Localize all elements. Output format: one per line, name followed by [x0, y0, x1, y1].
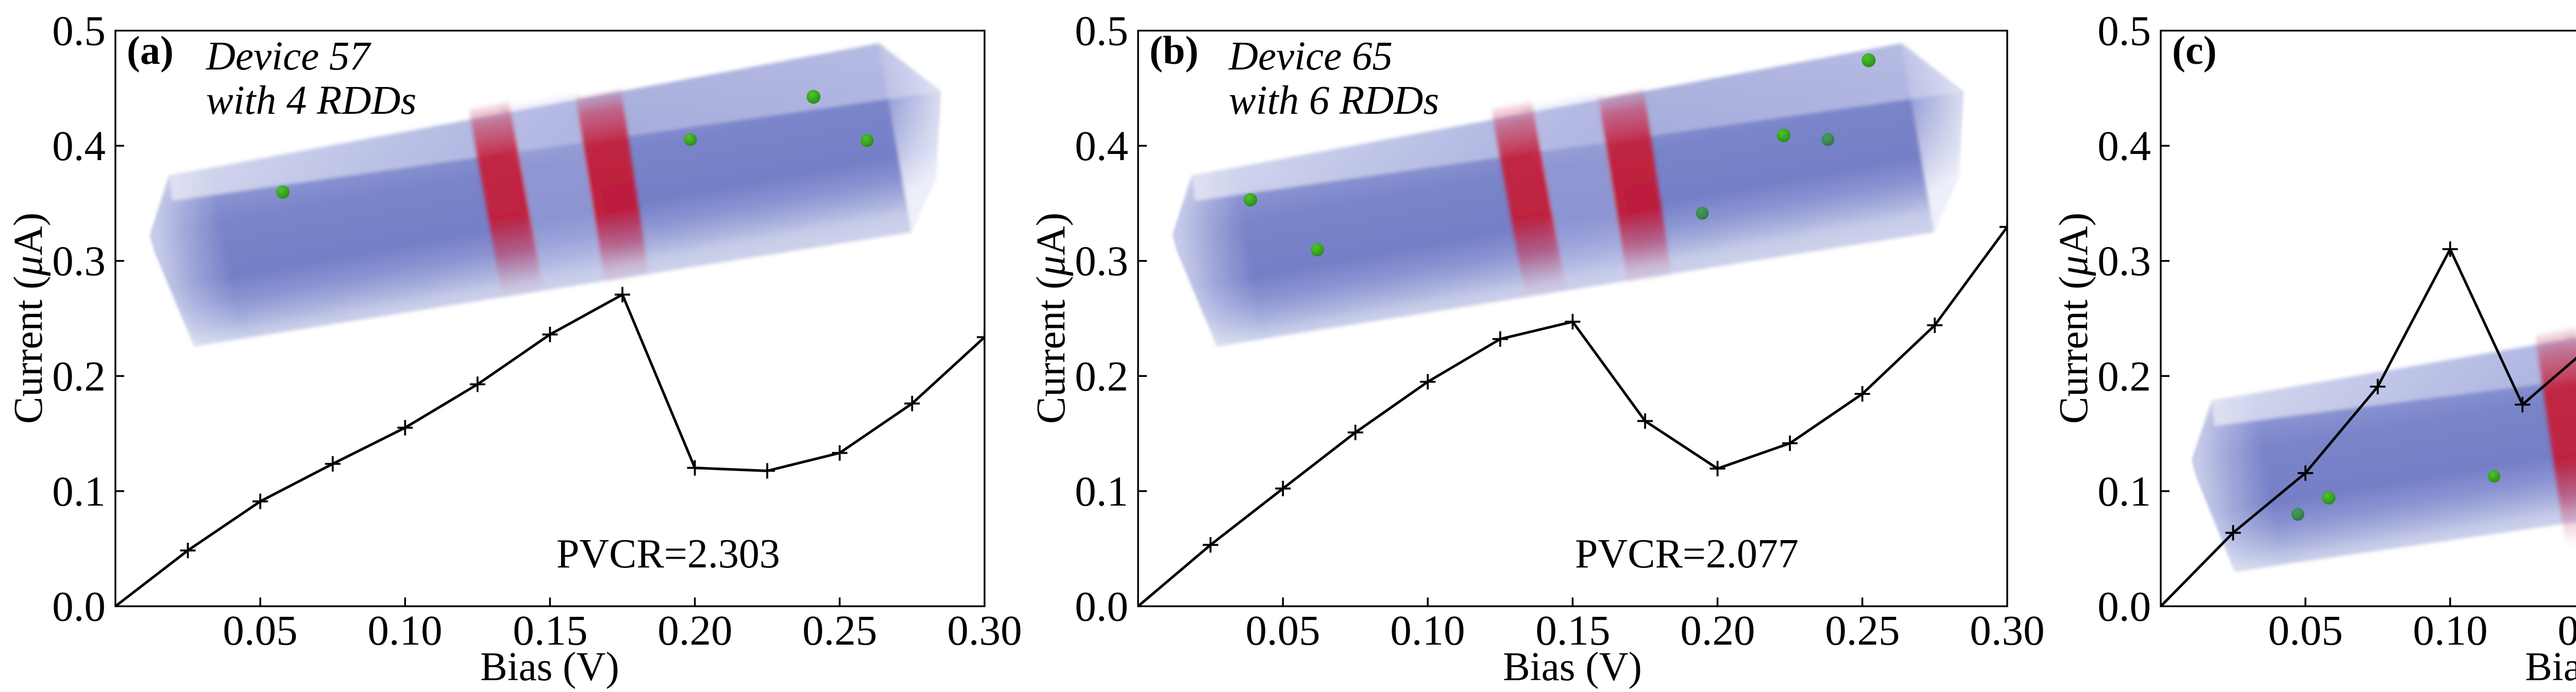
svg-text:0.0: 0.0: [1075, 583, 1128, 630]
svg-text:with 4 RDDs: with 4 RDDs: [206, 78, 416, 123]
svg-text:Bias (V): Bias (V): [2525, 645, 2576, 689]
svg-text:Current (μA): Current (μA): [2052, 213, 2096, 424]
svg-text:0.2: 0.2: [2097, 352, 2151, 400]
svg-text:0.4: 0.4: [52, 122, 106, 169]
svg-text:with 6 RDDs: with 6 RDDs: [1229, 78, 1439, 123]
svg-text:0.05: 0.05: [2268, 607, 2343, 654]
svg-text:0.3: 0.3: [2097, 237, 2151, 285]
svg-text:0.25: 0.25: [1825, 607, 1900, 654]
svg-text:0.3: 0.3: [52, 237, 106, 285]
svg-text:0.4: 0.4: [2097, 122, 2151, 169]
svg-text:PVCR=2.303: PVCR=2.303: [556, 531, 780, 577]
svg-text:0.4: 0.4: [1075, 122, 1128, 169]
svg-text:0.20: 0.20: [1680, 607, 1755, 654]
svg-text:0.30: 0.30: [1970, 607, 2044, 654]
svg-text:0.5: 0.5: [2097, 7, 2151, 55]
svg-text:0.05: 0.05: [223, 607, 297, 654]
svg-text:0.5: 0.5: [1075, 7, 1128, 55]
svg-text:0.2: 0.2: [1075, 352, 1128, 400]
svg-text:0.2: 0.2: [52, 352, 106, 400]
svg-text:Bias (V): Bias (V): [480, 645, 619, 689]
svg-text:PVCR=2.077: PVCR=2.077: [1575, 531, 1799, 577]
svg-text:(a): (a): [127, 28, 174, 73]
svg-text:0.1: 0.1: [2097, 468, 2151, 515]
svg-text:Device 65: Device 65: [1228, 34, 1393, 79]
svg-text:0.05: 0.05: [1245, 607, 1320, 654]
svg-text:0.10: 0.10: [367, 607, 442, 654]
svg-text:(c): (c): [2172, 28, 2217, 73]
svg-text:0.10: 0.10: [2413, 607, 2487, 654]
svg-text:0.15: 0.15: [2557, 607, 2576, 654]
svg-text:0.5: 0.5: [52, 7, 106, 55]
svg-text:0.25: 0.25: [802, 607, 877, 654]
svg-text:0.0: 0.0: [2097, 583, 2151, 630]
svg-text:Bias (V): Bias (V): [1503, 645, 1642, 689]
svg-text:0.15: 0.15: [1535, 607, 1610, 654]
svg-text:Device 57: Device 57: [206, 34, 372, 79]
svg-text:0.20: 0.20: [657, 607, 732, 654]
svg-text:(b): (b): [1149, 28, 1198, 73]
svg-text:Current (μA): Current (μA): [1029, 213, 1074, 424]
svg-text:0.1: 0.1: [52, 468, 106, 515]
svg-text:0.0: 0.0: [52, 583, 106, 630]
svg-text:0.30: 0.30: [947, 607, 1022, 654]
svg-text:0.1: 0.1: [1075, 468, 1128, 515]
svg-text:0.15: 0.15: [513, 607, 587, 654]
svg-text:0.10: 0.10: [1390, 607, 1465, 654]
svg-text:Current (μA): Current (μA): [6, 213, 51, 424]
svg-text:0.3: 0.3: [1075, 237, 1128, 285]
